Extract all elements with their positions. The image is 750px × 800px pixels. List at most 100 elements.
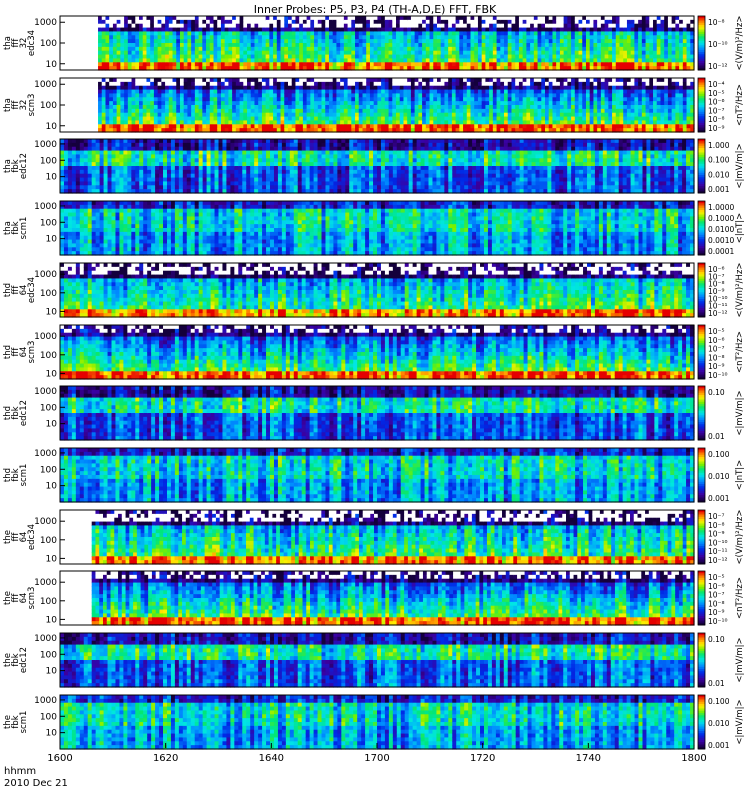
colorbar-segment — [698, 67, 705, 71]
heatmap-cell — [243, 108, 248, 114]
heatmap-cell — [243, 120, 248, 125]
heatmap-cell — [518, 116, 524, 122]
heatmap-cell — [388, 39, 393, 44]
heatmap-cell — [358, 46, 364, 52]
heatmap-cell — [83, 139, 89, 144]
heatmap-cell — [343, 93, 349, 98]
heatmap-cell — [228, 120, 233, 125]
heatmap-cell — [151, 139, 156, 144]
colorbar-segment — [698, 111, 705, 115]
heatmap-cell — [243, 89, 248, 95]
heatmap-cell — [273, 128, 278, 133]
heatmap-cell — [381, 124, 386, 129]
heatmap-cell — [150, 19, 155, 25]
heatmap-cell — [163, 177, 168, 183]
heatmap-cell — [355, 19, 360, 25]
heatmap-cell — [593, 31, 598, 36]
heatmap-cell — [131, 166, 136, 171]
heatmap-cell — [139, 66, 144, 71]
heatmap-cell — [485, 62, 490, 67]
heatmap-cell — [202, 43, 207, 48]
heatmap-cell — [168, 108, 174, 114]
heatmap-cell — [679, 31, 684, 36]
heatmap-cell — [343, 31, 349, 36]
heatmap-cell — [328, 16, 334, 21]
heatmap-cell — [369, 89, 375, 95]
heatmap-cell — [630, 23, 635, 29]
heatmap-cell — [60, 173, 65, 179]
heatmap-cell — [653, 81, 658, 87]
heatmap-cell — [649, 128, 654, 133]
heatmap-cell — [369, 35, 375, 40]
heatmap-cell — [224, 78, 229, 83]
ytick-label: 100 — [40, 39, 57, 49]
heatmap-cell — [552, 66, 557, 71]
heatmap-cell — [176, 97, 181, 102]
heatmap-cell — [485, 46, 490, 52]
heatmap-cell — [552, 16, 557, 21]
heatmap-cell — [556, 78, 561, 83]
heatmap-cell — [664, 46, 669, 52]
heatmap-cell — [239, 101, 244, 106]
heatmap-cell — [163, 166, 168, 171]
heatmap-cell — [351, 16, 356, 21]
heatmap-cell — [166, 181, 172, 186]
heatmap-cell — [612, 23, 617, 29]
heatmap-cell — [217, 97, 222, 102]
heatmap-cell — [258, 16, 263, 21]
heatmap-cell — [511, 116, 516, 122]
heatmap-cell — [269, 58, 274, 63]
heatmap-cell — [153, 112, 159, 118]
heatmap-cell — [60, 169, 65, 175]
heatmap-cell — [150, 85, 155, 91]
heatmap-cell — [127, 120, 133, 125]
heatmap-cell — [127, 81, 133, 87]
heatmap-cell — [269, 54, 274, 60]
heatmap-cell — [67, 185, 73, 190]
heatmap-cell — [150, 101, 155, 106]
heatmap-cell — [548, 78, 554, 83]
heatmap-cell — [567, 116, 572, 122]
heatmap-cell — [682, 116, 688, 122]
heatmap-cell — [179, 128, 185, 133]
heatmap-cell — [533, 116, 539, 122]
heatmap-cell — [232, 128, 237, 133]
heatmap-cell — [388, 116, 393, 122]
heatmap-cell — [142, 31, 148, 36]
heatmap-cell — [351, 58, 356, 63]
heatmap-cell — [206, 16, 211, 21]
heatmap-cell — [265, 16, 270, 21]
heatmap-cell — [362, 66, 367, 71]
heatmap-cell — [526, 39, 531, 44]
heatmap-cell — [656, 105, 662, 110]
heatmap-cell — [187, 105, 192, 110]
heatmap-cell — [381, 78, 386, 83]
heatmap-cell — [422, 108, 427, 114]
heatmap-cell — [179, 46, 185, 52]
heatmap-cell — [220, 85, 226, 91]
heatmap-cell — [109, 97, 114, 102]
heatmap-cell — [206, 81, 211, 87]
heatmap-cell — [615, 19, 621, 25]
heatmap-cell — [261, 120, 267, 125]
heatmap-cell — [261, 35, 267, 40]
heatmap-cell — [656, 108, 662, 114]
heatmap-cell — [578, 97, 583, 102]
heatmap-cell — [174, 185, 180, 190]
heatmap-cell — [67, 150, 73, 156]
heatmap-cell — [103, 142, 109, 148]
heatmap-cell — [608, 58, 613, 63]
heatmap-cell — [507, 78, 513, 83]
heatmap-cell — [111, 158, 117, 163]
heatmap-cell — [291, 78, 297, 83]
heatmap-cell — [671, 124, 676, 129]
heatmap-cell — [153, 128, 159, 133]
heatmap-cell — [593, 105, 598, 110]
heatmap-cell — [369, 39, 375, 44]
heatmap-cell — [254, 116, 259, 122]
heatmap-cell — [143, 189, 148, 194]
heatmap-cell — [157, 81, 162, 87]
heatmap-cell — [194, 116, 200, 122]
heatmap-cell — [135, 58, 140, 63]
heatmap-cell — [155, 185, 160, 190]
